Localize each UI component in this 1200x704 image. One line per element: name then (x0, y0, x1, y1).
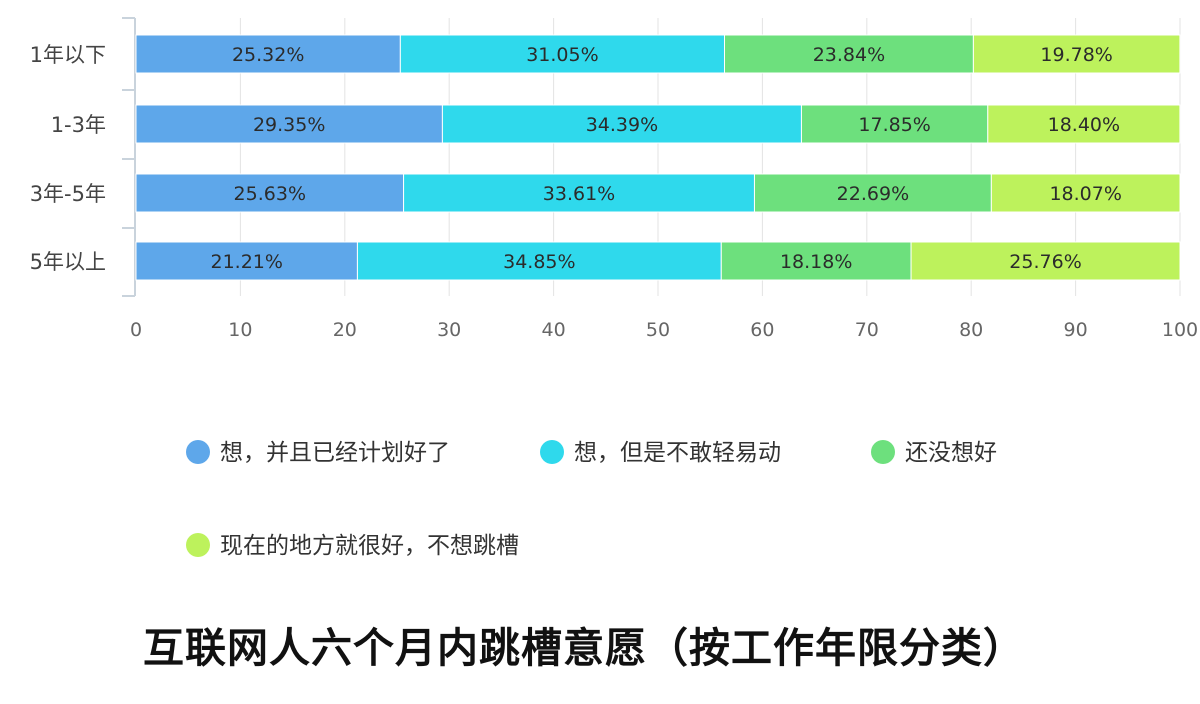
bar-segment (135, 173, 405, 213)
bar-segment (135, 104, 443, 144)
data-label: 25.32% (232, 44, 304, 66)
legend-marker (186, 533, 210, 557)
data-label: 34.85% (503, 251, 575, 273)
legend-marker (540, 440, 564, 464)
bar-segment (720, 241, 912, 281)
bar-segment (753, 173, 992, 213)
x-tick-label: 10 (228, 319, 252, 341)
data-label: 33.61% (543, 183, 615, 205)
bar-segment (987, 104, 1181, 144)
data-label: 18.07% (1049, 183, 1121, 205)
data-label: 17.85% (858, 114, 930, 136)
x-tick-label: 40 (542, 319, 566, 341)
data-label: 22.69% (837, 183, 909, 205)
legend-label: 现在的地方就很好，不想跳槽 (220, 533, 519, 559)
x-tick-label: 20 (333, 319, 357, 341)
x-axis-tick-labels: 0 10 20 30 40 50 60 70 80 90 100 (130, 319, 1198, 341)
legend-marker (871, 440, 895, 464)
category-label: 1-3年 (51, 113, 106, 137)
bar-segment (399, 34, 726, 74)
x-tick-label: 80 (959, 319, 983, 341)
bar-segment (972, 34, 1181, 74)
bar-segment (135, 241, 358, 281)
category-label: 3年-5年 (30, 182, 106, 206)
legend-label: 还没想好 (905, 440, 997, 466)
x-tick-label: 60 (750, 319, 774, 341)
bar-segment (403, 173, 755, 213)
category-label: 5年以上 (30, 250, 106, 274)
x-tick-label: 90 (1064, 319, 1088, 341)
legend-label: 想，但是不敢轻易动 (574, 440, 781, 466)
data-label: 19.78% (1040, 44, 1112, 66)
data-label: 18.40% (1048, 114, 1120, 136)
x-tick-label: 30 (437, 319, 461, 341)
y-axis (122, 17, 136, 297)
legend-marker (186, 440, 210, 464)
x-tick-label: 0 (130, 319, 142, 341)
x-tick-label: 70 (855, 319, 879, 341)
x-tick-label: 100 (1162, 319, 1198, 341)
data-label: 21.21% (210, 251, 282, 273)
data-label: 25.63% (234, 183, 306, 205)
data-label: 31.05% (526, 44, 598, 66)
bar-segment (800, 104, 989, 144)
data-label: 34.39% (586, 114, 658, 136)
bar-segment (356, 241, 722, 281)
bar-segment (724, 34, 974, 74)
bar-segment (135, 34, 401, 74)
data-label: 18.18% (780, 251, 852, 273)
bar-segment (910, 241, 1181, 281)
data-label: 25.76% (1009, 251, 1081, 273)
legend-label: 想，并且已经计划好了 (220, 440, 450, 466)
bars: 25.32% 31.05% 23.84% 19.78% 29.35% 34.39% 17.8… (135, 34, 1181, 281)
x-tick-label: 50 (646, 319, 670, 341)
category-label: 1年以下 (30, 43, 106, 67)
category-labels: 1年以下 1-3年 3年-5年 5年以上 (30, 43, 106, 274)
bar-segment (990, 173, 1181, 213)
chart-title: 互联网人六个月内跳槽意愿（按工作年限分类） (143, 624, 1025, 672)
data-label: 23.84% (813, 44, 885, 66)
data-label: 29.35% (253, 114, 325, 136)
